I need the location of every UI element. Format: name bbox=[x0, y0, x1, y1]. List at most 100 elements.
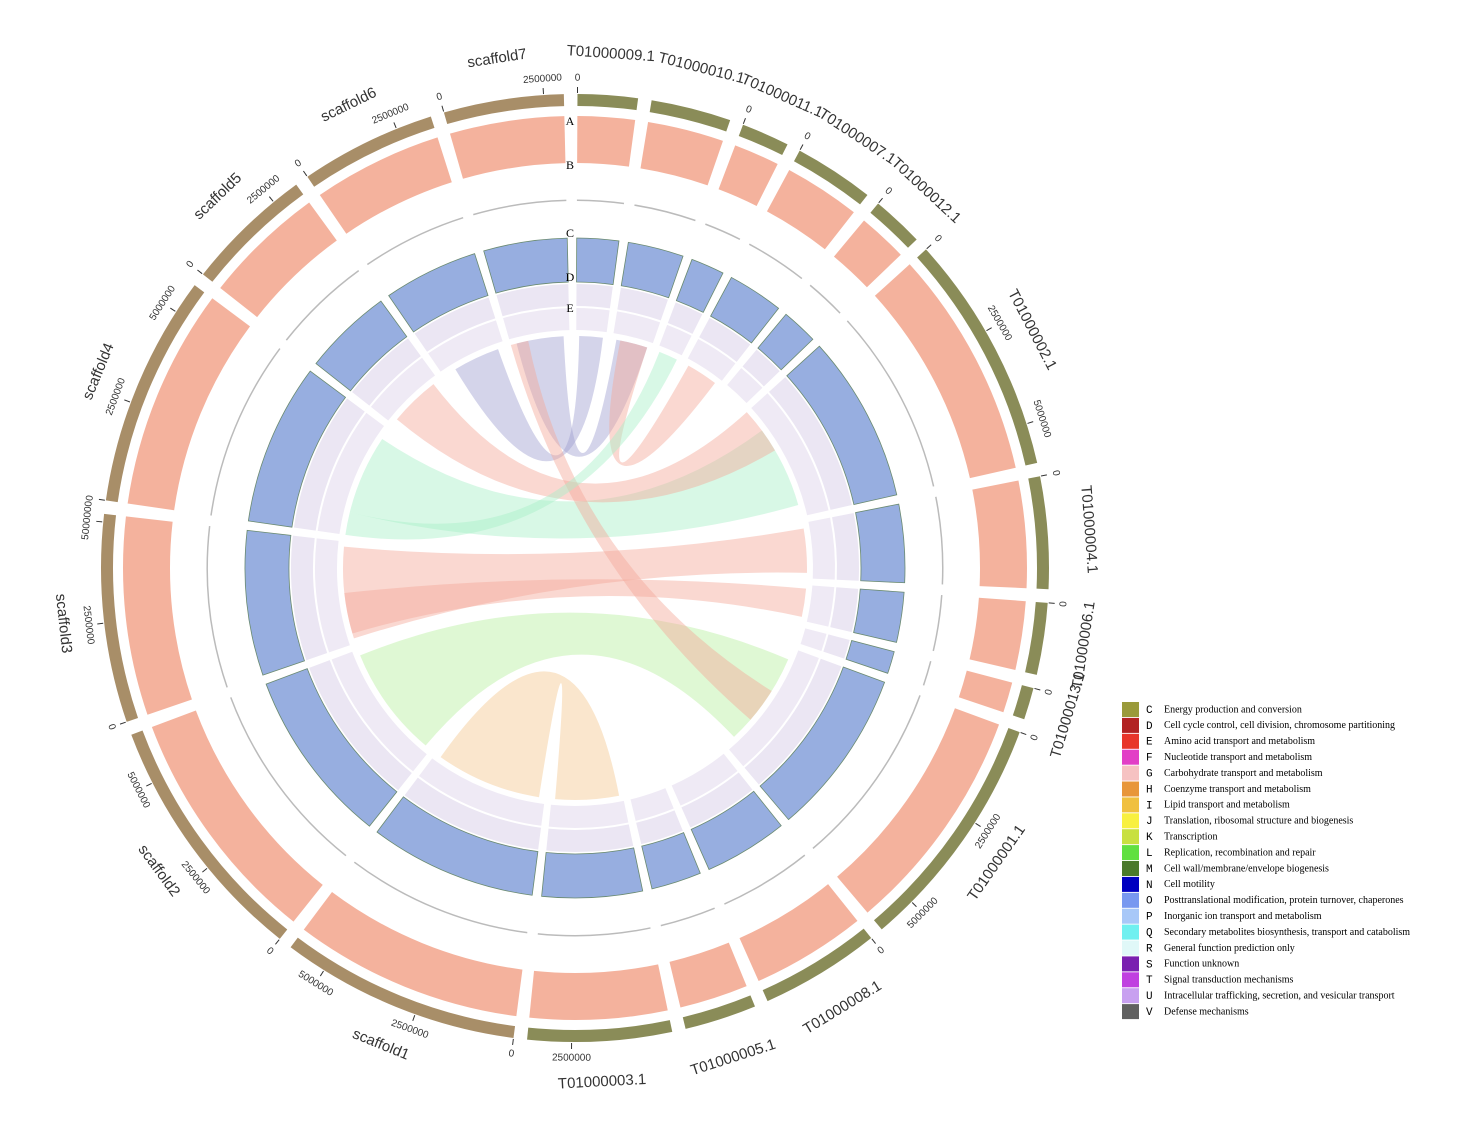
segment-label: scaffold5 bbox=[190, 170, 245, 224]
track-d bbox=[832, 513, 859, 581]
legend-code: J bbox=[1146, 816, 1153, 828]
track-a bbox=[718, 145, 778, 207]
tick-label: 0 bbox=[293, 157, 304, 169]
legend-label: Intracellular trafficking, secretion, an… bbox=[1164, 990, 1395, 1001]
track-a bbox=[449, 116, 566, 179]
track-a bbox=[640, 121, 723, 186]
track-c bbox=[315, 300, 408, 392]
track-b-axis bbox=[206, 525, 228, 688]
tick-mark bbox=[319, 970, 324, 977]
tick-label: 5000000 bbox=[1030, 399, 1052, 440]
segment-label: T01000008.1 bbox=[800, 977, 884, 1037]
legend-label: Cell cycle control, cell division, chrom… bbox=[1164, 720, 1395, 731]
tick-mark bbox=[97, 622, 104, 625]
segment-ring bbox=[762, 928, 872, 1002]
track-e bbox=[800, 628, 827, 651]
track-c bbox=[247, 370, 347, 528]
tick-label: 0 bbox=[876, 944, 888, 956]
track-b-axis bbox=[724, 854, 806, 905]
legend-swatch bbox=[1122, 797, 1139, 813]
link-ribbon bbox=[342, 528, 807, 639]
legend-label: Amino acid transport and metabolism bbox=[1164, 736, 1315, 747]
tick-mark bbox=[96, 520, 103, 523]
legend-label: Cell motility bbox=[1164, 879, 1215, 890]
tick-label: 2500000 bbox=[552, 1052, 591, 1063]
legend-label: Function unknown bbox=[1164, 959, 1239, 970]
link-ribbon bbox=[440, 671, 620, 800]
track-b-axis bbox=[935, 496, 944, 585]
segment-label: T01000001.1 bbox=[964, 822, 1029, 904]
segment-ring bbox=[1025, 601, 1048, 675]
legend-label: General function prediction only bbox=[1164, 943, 1295, 954]
segment-label: T01000011.1 bbox=[739, 71, 826, 122]
segment-ring bbox=[873, 727, 1020, 930]
legend-code: U bbox=[1146, 991, 1153, 1003]
legend-swatch bbox=[1122, 908, 1139, 924]
link-ribbon bbox=[345, 351, 677, 540]
track-e bbox=[576, 308, 610, 333]
legend-label: Defense mechanisms bbox=[1164, 1006, 1249, 1017]
track-a bbox=[303, 891, 523, 1017]
legend-swatch bbox=[1122, 749, 1139, 765]
track-e bbox=[314, 538, 350, 653]
legend-label: Inorganic ion transport and metabolism bbox=[1164, 911, 1322, 922]
legend-swatch bbox=[1122, 940, 1139, 956]
tick-label: 0 bbox=[1029, 733, 1041, 742]
legend-label: Nucleotide transport and metabolism bbox=[1164, 752, 1312, 763]
tick-label: 2500000 bbox=[389, 1018, 430, 1042]
track-a bbox=[958, 670, 1013, 713]
tick-mark bbox=[911, 902, 917, 908]
legend-swatch bbox=[1122, 781, 1139, 797]
track-c bbox=[576, 237, 620, 285]
track-a bbox=[874, 264, 1016, 479]
legend-code: O bbox=[1146, 896, 1153, 908]
track-label: C bbox=[566, 226, 574, 240]
segment-ring bbox=[870, 203, 917, 248]
tick-mark bbox=[202, 867, 208, 873]
track-b-axis bbox=[809, 284, 841, 314]
tick-mark bbox=[119, 721, 126, 725]
track-e bbox=[331, 651, 427, 772]
legend-swatch bbox=[1122, 1004, 1139, 1020]
link-ribbon bbox=[516, 336, 648, 457]
legend-label: Secondary metabolites biosynthesis, tran… bbox=[1164, 927, 1410, 938]
track-c bbox=[388, 253, 489, 333]
tick-mark bbox=[986, 327, 992, 332]
segment-ring bbox=[682, 995, 755, 1029]
legend-code: S bbox=[1146, 959, 1153, 971]
tick-mark bbox=[1027, 421, 1034, 424]
track-label: E bbox=[566, 301, 573, 315]
track-e bbox=[418, 758, 545, 826]
legend-code: L bbox=[1146, 848, 1153, 860]
tick-mark bbox=[1034, 687, 1041, 691]
legend-label: Signal transduction mechanisms bbox=[1164, 975, 1294, 986]
legend-code: I bbox=[1146, 800, 1153, 812]
link-ribbon bbox=[396, 384, 775, 503]
legend-code: N bbox=[1146, 880, 1153, 892]
legend-label: Cell wall/membrane/envelope biogenesis bbox=[1164, 863, 1329, 874]
segment-ring bbox=[793, 150, 868, 205]
tick-mark bbox=[871, 938, 876, 944]
legend-code: K bbox=[1146, 832, 1153, 844]
track-d bbox=[636, 810, 683, 845]
track-b-axis bbox=[660, 907, 715, 927]
track-b-axis bbox=[748, 243, 803, 280]
track-d bbox=[352, 338, 421, 406]
track-c bbox=[244, 529, 305, 676]
tick-label: 0 bbox=[1058, 600, 1069, 607]
track-d bbox=[830, 587, 859, 633]
legend-code: C bbox=[1146, 705, 1153, 717]
tick-mark bbox=[268, 196, 274, 202]
segment-label: scaffold2 bbox=[135, 841, 184, 899]
track-d bbox=[309, 660, 412, 791]
track-a bbox=[151, 710, 323, 922]
track-b-axis bbox=[473, 199, 567, 216]
legend-code: P bbox=[1146, 912, 1153, 924]
legend-swatch bbox=[1122, 956, 1139, 972]
tick-label: 0 bbox=[1050, 469, 1062, 477]
segment-label: T01000003.1 bbox=[557, 1071, 646, 1093]
track-e bbox=[548, 800, 629, 828]
track-c bbox=[541, 847, 644, 899]
legend-label: Lipid transport and metabolism bbox=[1164, 800, 1290, 811]
track-c bbox=[845, 640, 895, 674]
